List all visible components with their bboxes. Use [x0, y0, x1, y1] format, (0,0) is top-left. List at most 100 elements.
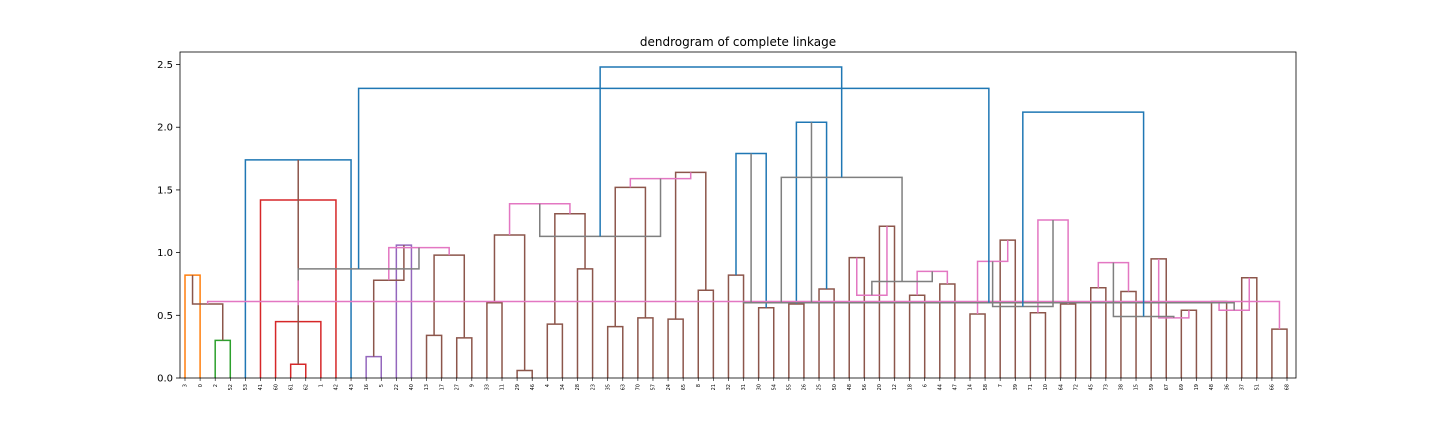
dendrogram-link [1112, 262, 1175, 318]
dendrogram-link [1022, 111, 1145, 317]
leaf-label: 28 [575, 384, 581, 390]
leaf-label: 65 [681, 384, 687, 390]
leaf-label: 73 [1104, 384, 1110, 390]
chart-title: dendrogram of complete linkage [640, 35, 836, 49]
leaf-label: 8 [696, 384, 702, 387]
leaf-label: 70 [636, 384, 642, 390]
dendrogram-links [184, 66, 1288, 378]
leaf-label: 35 [605, 384, 611, 390]
dendrogram-link [599, 66, 843, 237]
leaf-label: 66 [1270, 384, 1276, 390]
dendrogram-link [727, 274, 745, 378]
leaf-label: 16 [364, 384, 370, 390]
dendrogram-link [871, 271, 933, 296]
leaf-label: 56 [862, 384, 868, 390]
leaf-label: 68 [1285, 384, 1291, 390]
leaf-label: 18 [907, 384, 913, 390]
dendrogram-link [757, 307, 775, 378]
y-tick-label: 0.0 [157, 374, 173, 385]
leaf-label: 44 [937, 384, 943, 390]
leaf-label: 63 [620, 384, 626, 390]
leaf-label: 45 [1088, 384, 1094, 390]
dendrogram-link [493, 234, 526, 371]
leaf-label: 40 [409, 384, 415, 390]
y-tick-label: 2.5 [157, 60, 173, 71]
y-tick-label: 1.5 [157, 185, 173, 196]
leaf-label: 21 [711, 384, 717, 390]
leaf-label: 6 [922, 384, 928, 387]
dendrogram-link [395, 244, 413, 378]
dendrogram-link [455, 337, 473, 378]
dendrogram-link [629, 172, 692, 188]
dendrogram-link [1097, 261, 1130, 292]
leaf-label: 47 [953, 384, 959, 390]
leaf-label: 37 [1239, 384, 1245, 390]
leaf-label: 43 [349, 384, 355, 390]
dendrogram-link [697, 289, 715, 378]
plot-frame [179, 51, 1297, 379]
leaf-label: 0 [198, 384, 204, 387]
dendrogram-link [976, 240, 1009, 315]
leaf-label: 15 [1134, 384, 1140, 390]
leaf-label: 62 [303, 384, 309, 390]
leaf-label: 64 [1058, 384, 1064, 390]
leaf-label: 14 [968, 384, 974, 390]
dendrogram-link [1037, 219, 1069, 313]
leaf-label: 67 [1164, 384, 1170, 390]
leaf-label: 58 [983, 384, 989, 390]
leaf-label: 27 [454, 384, 460, 390]
leaf-label: 51 [1255, 384, 1261, 390]
dendrogram-link [969, 313, 986, 378]
leaf-label: 1 [319, 384, 325, 387]
leaf-label: 25 [817, 384, 823, 390]
dendrogram-link [357, 87, 990, 303]
leaf-label: 72 [1073, 384, 1079, 390]
leaf-label: 2 [213, 384, 219, 387]
leaf-label: 52 [228, 384, 234, 390]
leaf-label: 34 [560, 384, 566, 390]
leaf-label: 59 [1149, 384, 1155, 390]
leaf-label: 32 [726, 384, 732, 390]
y-tick-label: 0.5 [157, 311, 173, 322]
leaf-label: 20 [877, 384, 883, 390]
y-tick-label: 1.0 [157, 248, 173, 259]
dendrogram-link [206, 300, 1281, 330]
dendrogram-link [780, 176, 903, 303]
x-axis: 3 0 2 52 53 41 60 61 62 1 42 43 16 5 22 40 13 17 27 9 33 11 29… [183, 378, 1291, 390]
dendrogram-link [365, 355, 382, 378]
leaf-label: 13 [424, 384, 430, 390]
leaf-label: 33 [485, 384, 491, 390]
dendrogram-link [916, 270, 949, 296]
leaf-label: 9 [470, 384, 476, 387]
leaf-label: 31 [741, 384, 747, 390]
leaf-label: 12 [892, 384, 898, 390]
leaf-label: 30 [756, 384, 762, 390]
dendrogram-link [818, 288, 835, 378]
leaf-label: 26 [802, 384, 808, 390]
dendrogram-link [674, 171, 707, 320]
leaf-label: 3 [183, 384, 189, 387]
leaf-label: 36 [1224, 384, 1230, 390]
dendrogram-link [546, 323, 564, 378]
leaf-label: 48 [1209, 384, 1215, 390]
y-axis: 0.0 0.5 1.0 1.5 2.0 2.5 [157, 60, 180, 385]
leaf-label: 24 [666, 384, 672, 390]
dendrogram-link [991, 220, 1054, 308]
leaf-label: 11 [500, 384, 506, 390]
leaf-label: 7 [998, 384, 1004, 387]
leaf-label: 10 [1043, 384, 1049, 390]
leaf-label: 4 [545, 384, 551, 387]
dendrogram-link [939, 283, 956, 378]
dendrogram-link [1120, 290, 1137, 378]
leaf-label: 57 [651, 384, 657, 390]
dendrogram-link [214, 339, 232, 378]
leaf-label: 5 [379, 384, 385, 387]
leaf-label: 55 [787, 384, 793, 390]
leaf-label: 39 [1013, 384, 1019, 390]
leaf-label: 22 [394, 384, 400, 390]
dendrogram-link [1240, 276, 1258, 378]
dendrogram-link [795, 121, 828, 305]
y-tick-label: 2.0 [157, 123, 173, 134]
